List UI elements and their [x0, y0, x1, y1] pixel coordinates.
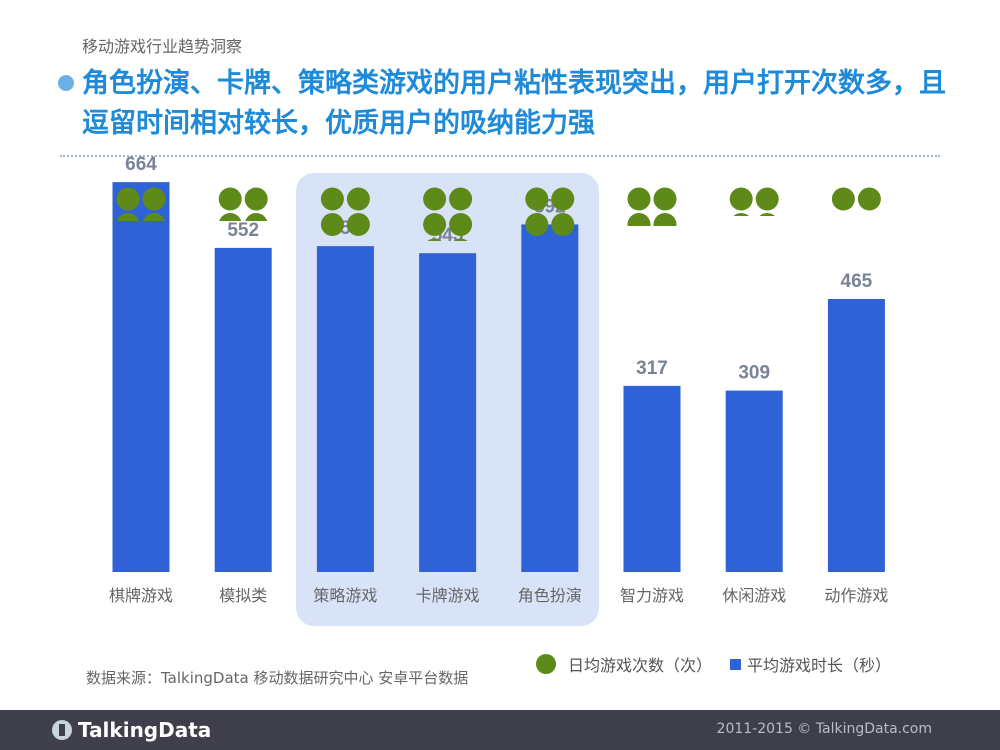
count-dot [551, 213, 575, 236]
bar-value-label: 309 [738, 363, 770, 384]
count-dot [219, 213, 242, 221]
bar-value-label: 664 [125, 154, 157, 175]
bar [725, 390, 783, 572]
bar [316, 246, 374, 572]
count-dot [832, 239, 855, 262]
count-dot [755, 187, 779, 211]
category-label: 策略游戏 [313, 586, 377, 605]
footer-brand: TalkingData [78, 718, 212, 742]
daily-count-dots [423, 187, 473, 241]
count-dot [143, 213, 165, 221]
bar [521, 224, 579, 572]
dotted-divider [60, 155, 940, 157]
count-dot [832, 213, 855, 236]
count-dot [733, 213, 749, 216]
category-label: 智力游戏 [620, 586, 684, 605]
daily-count-dots [729, 187, 779, 262]
count-dot [427, 238, 442, 241]
legend-time: 平均游戏时长（秒） [730, 652, 891, 676]
green-dot-icon [536, 654, 556, 674]
count-dot [857, 187, 881, 211]
footer-logo: TalkingData [52, 718, 211, 742]
footer-bar: TalkingData 2011-2015 © TalkingData.com [0, 710, 1000, 750]
daily-count-dots [320, 187, 370, 236]
count-dot [525, 213, 549, 236]
bar [214, 247, 272, 572]
count-dot [654, 239, 677, 262]
section-label: 移动游戏行业趋势洞察 [82, 37, 243, 56]
count-dot [756, 239, 779, 262]
legend-time-label: 平均游戏时长（秒） [747, 656, 892, 675]
data-source: 数据来源：TalkingData 移动数据研究中心 安卓平台数据 [86, 669, 469, 687]
count-dot [244, 187, 268, 211]
count-dot [346, 187, 370, 211]
title-bullet-icon [58, 75, 74, 91]
footer-copyright: 2011-2015 © TalkingData.com [716, 721, 932, 737]
count-dot [142, 187, 166, 211]
category-label: 动作游戏 [824, 586, 888, 605]
count-dot [653, 187, 677, 211]
bar-value-label: 465 [841, 271, 873, 292]
count-dot [858, 239, 881, 262]
count-dot [320, 187, 344, 211]
count-dot [627, 213, 651, 226]
daily-count-dots [831, 187, 881, 262]
bar [623, 385, 681, 572]
page-title: 角色扮演、卡牌、策略类游戏的用户粘性表现突出，用户打开次数多，且逗留时间相对较长… [82, 68, 946, 139]
count-dot [627, 187, 651, 211]
count-dot [320, 213, 344, 236]
category-label: 卡牌游戏 [416, 586, 480, 605]
blue-square-icon [730, 658, 741, 670]
legend-count: 日均游戏次数（次） [536, 652, 712, 676]
count-dot [449, 187, 473, 211]
daily-count-dots [116, 187, 166, 221]
category-label: 休闲游戏 [722, 586, 786, 605]
count-dot [628, 239, 651, 262]
daily-count-dots [218, 187, 268, 221]
talkingdata-logo-icon [52, 720, 72, 740]
bar-value-label: 317 [636, 358, 668, 379]
count-dot [453, 238, 468, 241]
count-dot [653, 213, 677, 226]
count-dot [730, 239, 753, 262]
count-dot [423, 187, 447, 211]
bar [827, 298, 885, 572]
count-dot [525, 187, 549, 211]
daily-count-dots [627, 187, 677, 262]
bar-chart: 664棋牌游戏552模拟类555策略游戏543卡牌游戏592角色扮演317智力游… [109, 154, 888, 605]
bar [112, 182, 170, 572]
count-dot [117, 213, 139, 221]
category-label: 模拟类 [219, 586, 267, 605]
count-dot [423, 213, 447, 236]
category-label: 角色扮演 [518, 586, 582, 605]
count-dot [245, 213, 268, 221]
count-dot [729, 187, 753, 211]
category-label: 棋牌游戏 [109, 586, 173, 605]
count-dot [858, 213, 881, 236]
count-dot [551, 187, 575, 211]
daily-count-dots [525, 187, 575, 236]
bar [419, 253, 477, 572]
count-dot [831, 187, 855, 211]
count-dot [116, 187, 140, 211]
count-dot [346, 213, 370, 236]
bar-value-label: 552 [227, 220, 259, 241]
count-dot [449, 213, 473, 236]
count-dot [218, 187, 242, 211]
count-dot [759, 213, 775, 216]
legend-count-label: 日均游戏次数（次） [568, 656, 713, 675]
